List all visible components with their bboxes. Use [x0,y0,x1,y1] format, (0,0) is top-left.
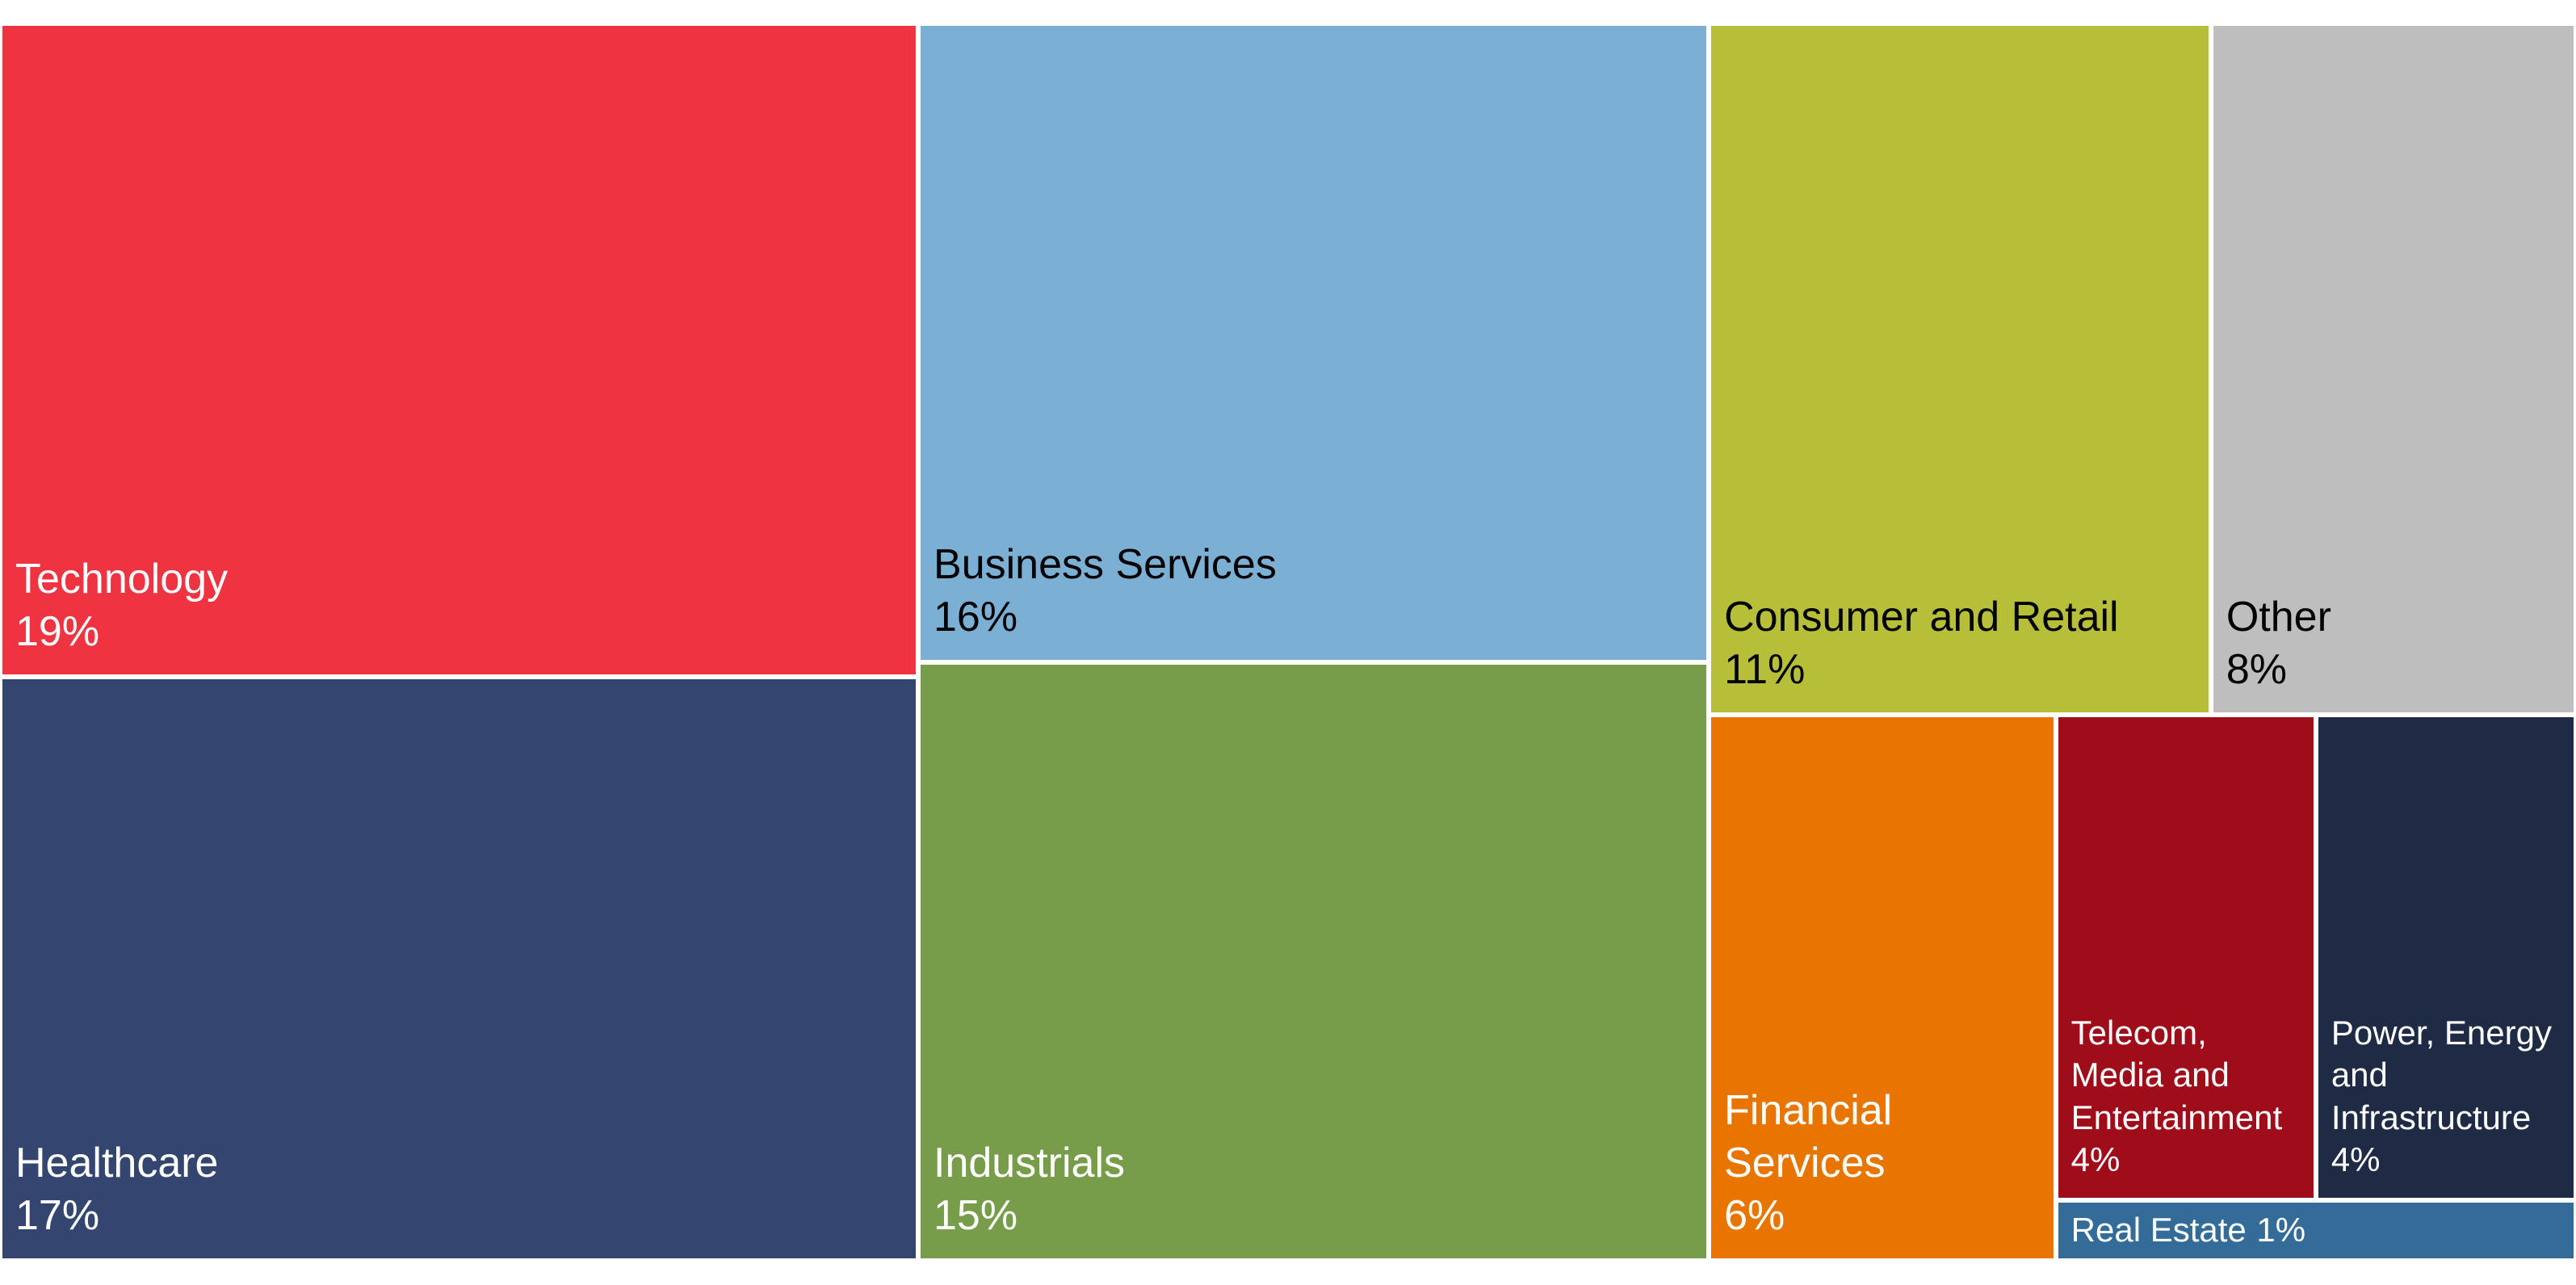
treemap-cell: Healthcare 17% [2,678,917,1258]
cell-value: 19% [15,607,100,655]
treemap: Technology 19% Healthcare 17% Business Servi… [0,23,2576,1261]
cell-label: Industrials [933,1139,1126,1186]
cell-value: 1% [2256,1211,2306,1249]
cell-label: Power, Energy and Infrastructure [2331,1013,2552,1136]
treemap-cell: Consumer and Retail 11% [1711,26,2209,713]
treemap-cell: Power, Energy and Infrastructure 4% [2318,717,2574,1198]
cell-value: 4% [2070,1140,2121,1179]
treemap-cell: Real Estate 1% [2058,1202,2574,1258]
cell-label: Business Services [933,540,1277,588]
cell-label: Healthcare [15,1139,219,1186]
cell-label: Other [2226,594,2331,641]
treemap-cell: Business Services 16% [921,26,1707,660]
treemap-cell: Financial Services 6% [1711,717,2054,1258]
treemap-cell: Telecom, Media and Entertainment 4% [2058,717,2314,1198]
cell-value: 17% [15,1191,100,1239]
cell-label: Telecom, Media and Entertainment [2070,1013,2283,1136]
cell-value: 15% [933,1191,1018,1239]
cell-value: 8% [2226,646,2287,694]
cell-value: 6% [1724,1191,1785,1239]
cell-value: 11% [1724,646,1806,694]
cell-label: Real Estate [2070,1211,2247,1249]
cell-label: Consumer and Retail [1724,594,2119,641]
cell-value: 4% [2331,1140,2381,1179]
cell-label: Financial Services [1724,1086,1893,1186]
treemap-cell: Technology 19% [2,26,917,674]
treemap-cell: Other 8% [2213,26,2574,713]
cell-value: 16% [933,593,1018,640]
treemap-cell: Industrials 15% [921,664,1707,1258]
cell-label: Technology [15,555,229,603]
